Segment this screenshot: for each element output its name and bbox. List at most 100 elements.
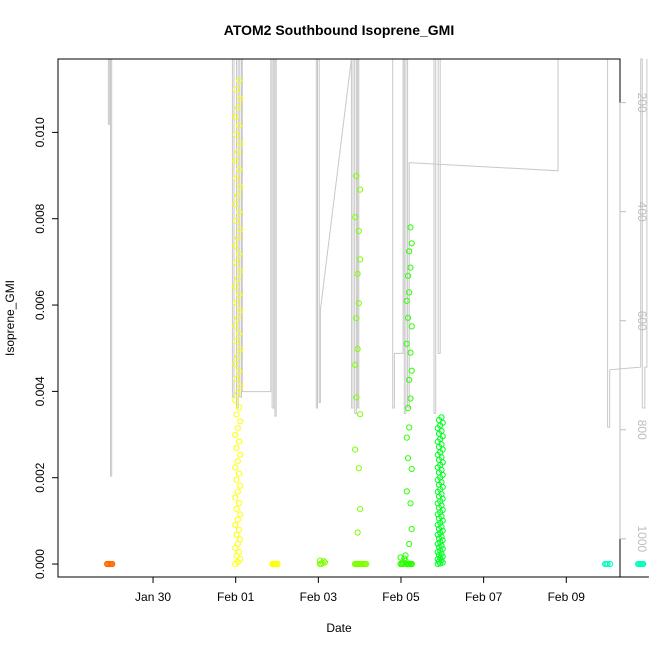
data-point <box>233 476 240 483</box>
data-point <box>353 315 360 322</box>
data-point <box>406 424 413 431</box>
right-tick-label: 600 <box>635 311 649 331</box>
data-point <box>235 330 243 337</box>
data-point <box>402 552 409 559</box>
data-point <box>404 314 412 321</box>
data-point <box>234 315 241 322</box>
data-point <box>237 267 244 274</box>
data-point <box>237 345 244 353</box>
y-tick-label: 0.010 <box>33 117 47 147</box>
data-point <box>232 431 239 438</box>
data-point <box>235 500 243 507</box>
data-point <box>404 272 412 279</box>
plot-frame <box>57 58 621 578</box>
data-point <box>233 175 240 182</box>
data-point <box>232 283 239 290</box>
data-point <box>406 540 413 548</box>
data-point <box>235 404 243 411</box>
data-point <box>234 149 241 156</box>
data-point <box>232 157 239 164</box>
data-point <box>232 521 239 528</box>
data-point <box>354 270 361 277</box>
data-point <box>233 552 240 559</box>
data-point <box>357 186 364 193</box>
data-point <box>274 560 281 568</box>
x-tick-label: Feb 05 <box>382 590 420 604</box>
data-point <box>439 545 446 553</box>
data-point <box>232 494 239 501</box>
data-point <box>235 251 243 258</box>
y-axis-label: Isoprene_GMI <box>3 280 17 356</box>
data-point <box>233 505 240 512</box>
data-point <box>408 323 415 330</box>
data-point <box>237 226 244 233</box>
data-point <box>408 367 415 374</box>
data-point <box>234 425 241 432</box>
right-tick-label: 400 <box>635 202 649 222</box>
data-point <box>235 549 243 556</box>
data-point <box>406 289 413 296</box>
data-point <box>235 166 243 173</box>
data-point <box>320 558 327 565</box>
data-point <box>438 414 445 421</box>
x-axis-label: Date <box>326 621 352 635</box>
y-tick-label: 0.000 <box>33 549 47 579</box>
data-point <box>404 404 412 412</box>
right-tick-label: 200 <box>635 93 649 113</box>
data-point <box>234 516 241 523</box>
data-point <box>237 482 244 489</box>
data-point <box>233 445 240 452</box>
data-point <box>407 264 414 271</box>
data-point <box>353 394 360 401</box>
y-tick-label: 0.004 <box>33 376 47 406</box>
data-point <box>408 526 415 533</box>
data-point <box>404 455 412 462</box>
data-point <box>234 458 241 465</box>
data-point <box>403 488 410 495</box>
data-point <box>397 554 404 561</box>
data-point <box>235 368 243 375</box>
data-point <box>637 560 644 568</box>
data-point <box>234 104 241 111</box>
data-point <box>235 209 243 216</box>
data-point <box>354 529 361 536</box>
data-point <box>234 192 241 199</box>
data-point <box>233 217 240 224</box>
x-tick-label: Feb 01 <box>217 590 255 604</box>
data-point <box>408 240 415 247</box>
data-point <box>407 500 414 507</box>
data-point <box>233 411 240 418</box>
data-point <box>234 390 241 397</box>
data-point <box>439 553 446 560</box>
data-point <box>232 200 239 208</box>
data-point <box>235 77 243 84</box>
data-point <box>408 465 415 473</box>
data-point <box>404 560 412 568</box>
right-tick-label: 800 <box>635 420 649 440</box>
data-point <box>355 300 362 307</box>
data-point <box>233 338 240 345</box>
data-point <box>235 470 243 477</box>
data-point <box>232 397 239 404</box>
data-point <box>407 349 414 356</box>
data-point <box>607 560 614 568</box>
data-point <box>235 438 243 445</box>
data-point <box>235 526 243 533</box>
data-point <box>357 256 364 263</box>
data-point <box>232 323 239 330</box>
data-point <box>271 560 278 568</box>
data-point <box>234 353 241 360</box>
data-point <box>407 395 414 402</box>
right-tick-label: 1000 <box>635 525 649 552</box>
data-point <box>232 242 239 250</box>
chart-title: ATOM2 Southbound Isoprene_GMI <box>224 22 454 38</box>
x-tick-label: Jan 30 <box>135 590 171 604</box>
data-point <box>233 259 240 266</box>
data-point <box>232 464 239 471</box>
pressure-track <box>107 58 648 477</box>
data-point <box>237 536 244 543</box>
data-point <box>109 560 116 568</box>
data-point <box>353 172 360 180</box>
